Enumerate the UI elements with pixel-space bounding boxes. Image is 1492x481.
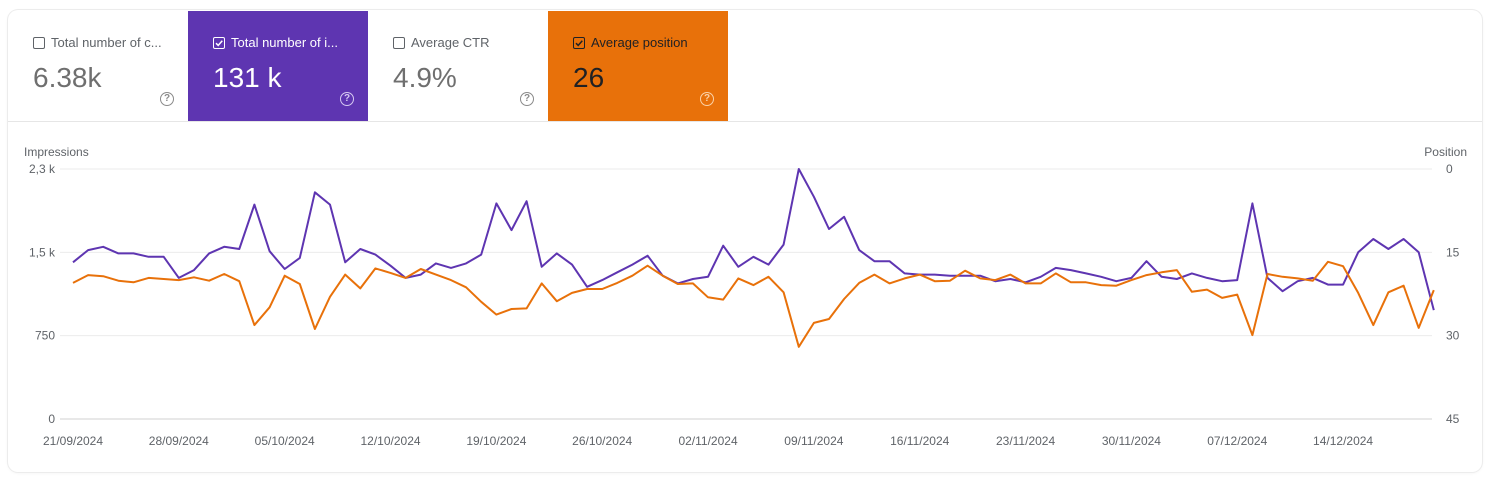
x-tick-label: 26/10/2024 — [572, 434, 632, 448]
metric-tile-impressions[interactable]: Total number of i... 131 k ? — [188, 11, 368, 121]
metric-label: Average position — [591, 35, 688, 50]
help-icon[interactable]: ? — [700, 92, 714, 106]
metric-label-row: Average position — [573, 35, 728, 50]
right-tick-label: 0 — [1446, 162, 1453, 176]
left-tick-label: 1,5 k — [29, 245, 56, 259]
metric-value: 131 k — [213, 62, 282, 93]
checkbox-unchecked-icon[interactable] — [33, 36, 45, 49]
metric-label-row: Total number of c... — [33, 35, 188, 50]
left-tick-label: 2,3 k — [29, 162, 56, 176]
metric-value: 26 — [573, 62, 605, 93]
x-tick-label: 28/09/2024 — [149, 434, 209, 448]
x-tick-label: 07/12/2024 — [1207, 434, 1267, 448]
left-tick-label: 750 — [35, 329, 55, 343]
series-line-average-position — [72, 260, 1435, 348]
x-tick-label: 16/11/2024 — [890, 434, 949, 448]
metric-tile-clicks[interactable]: Total number of c... 6.38k ? — [8, 11, 188, 121]
series-lines — [72, 168, 1435, 348]
right-axis-title: Position — [1424, 145, 1467, 159]
x-tick-label: 23/11/2024 — [996, 434, 1055, 448]
help-icon[interactable]: ? — [520, 92, 534, 106]
metric-value: 6.38k — [33, 62, 102, 93]
metric-label: Total number of c... — [51, 35, 162, 50]
metric-label-row: Total number of i... — [213, 35, 368, 50]
right-tick-label: 30 — [1446, 329, 1460, 343]
x-tick-label: 12/10/2024 — [360, 434, 420, 448]
series-line-impressions — [72, 168, 1435, 311]
x-axis-ticks: 21/09/2024 28/09/2024 05/10/2024 12/10/2024… — [43, 434, 1373, 448]
left-axis-title: Impressions — [24, 145, 89, 159]
left-tick-label: 0 — [48, 412, 55, 426]
x-tick-label: 30/11/2024 — [1102, 434, 1161, 448]
metric-tiles: Total number of c... 6.38k ? Total numbe… — [8, 11, 1482, 122]
checkbox-checked-icon[interactable] — [573, 36, 585, 49]
checkbox-checked-icon[interactable] — [213, 36, 225, 49]
right-tick-label: 15 — [1446, 245, 1460, 259]
x-tick-label: 09/11/2024 — [784, 434, 843, 448]
metric-label-row: Average CTR — [393, 35, 548, 50]
left-axis-ticks: 2,3 k 1,5 k 750 0 — [29, 162, 56, 426]
help-icon[interactable]: ? — [160, 92, 174, 106]
gridlines — [60, 168, 1432, 420]
x-tick-label: 02/11/2024 — [678, 434, 737, 448]
metric-label: Average CTR — [411, 35, 490, 50]
metric-tile-position[interactable]: Average position 26 ? — [548, 11, 728, 121]
checkbox-unchecked-icon[interactable] — [393, 36, 405, 49]
right-axis-ticks: 0 15 30 45 — [1446, 162, 1460, 426]
help-icon[interactable]: ? — [340, 92, 354, 106]
x-tick-label: 19/10/2024 — [466, 434, 526, 448]
x-tick-label: 14/12/2024 — [1313, 434, 1373, 448]
metric-label: Total number of i... — [231, 35, 338, 50]
metric-tile-ctr[interactable]: Average CTR 4.9% ? — [368, 11, 548, 121]
x-tick-label: 05/10/2024 — [255, 434, 315, 448]
metric-value: 4.9% — [393, 62, 457, 93]
right-tick-label: 45 — [1446, 412, 1460, 426]
x-tick-label: 21/09/2024 — [43, 434, 103, 448]
